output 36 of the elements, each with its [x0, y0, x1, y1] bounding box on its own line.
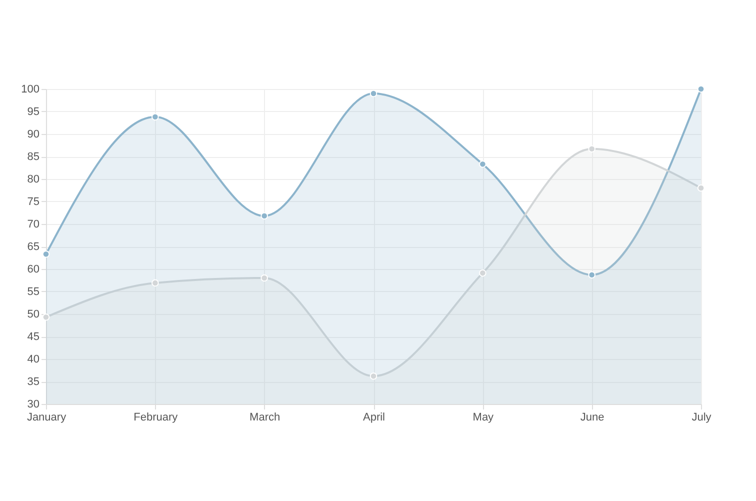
point	[152, 279, 159, 287]
y-tick-label: 90	[27, 128, 40, 140]
point	[370, 90, 378, 98]
y-tick-label: 60	[27, 264, 40, 276]
point	[697, 85, 705, 93]
y-tick-label: 95	[27, 106, 40, 118]
y-tick-label: 30	[27, 398, 40, 410]
point	[370, 372, 378, 380]
y-tick-label: 100	[21, 84, 40, 96]
y-tick-label: 35	[27, 376, 40, 388]
y-tick-label: 50	[27, 308, 40, 320]
point	[42, 250, 50, 258]
y-tick-label: 85	[27, 151, 40, 163]
point	[260, 212, 268, 220]
point	[588, 145, 596, 153]
y-tick-label: 40	[27, 354, 40, 366]
y-tick-label: 80	[27, 174, 40, 186]
x-tick-label: July	[692, 412, 712, 424]
x-tick-label: January	[26, 412, 67, 424]
point	[260, 274, 268, 282]
y-tick-label: 75	[27, 196, 40, 208]
x-tick-label: June	[580, 412, 604, 424]
y-tick-label: 65	[27, 241, 40, 253]
point	[479, 160, 486, 168]
point	[42, 313, 50, 321]
x-tick-label: March	[250, 412, 280, 424]
point	[479, 269, 486, 277]
x-tick-label: February	[134, 412, 178, 424]
x-tick-label: April	[362, 412, 386, 424]
y-tick-label: 45	[27, 331, 40, 343]
y-tick-label: 55	[27, 286, 40, 298]
y-tick-label: 70	[27, 218, 40, 230]
point	[152, 113, 159, 121]
point	[697, 184, 705, 192]
x-tick-label: May	[472, 412, 494, 424]
point	[588, 271, 596, 279]
